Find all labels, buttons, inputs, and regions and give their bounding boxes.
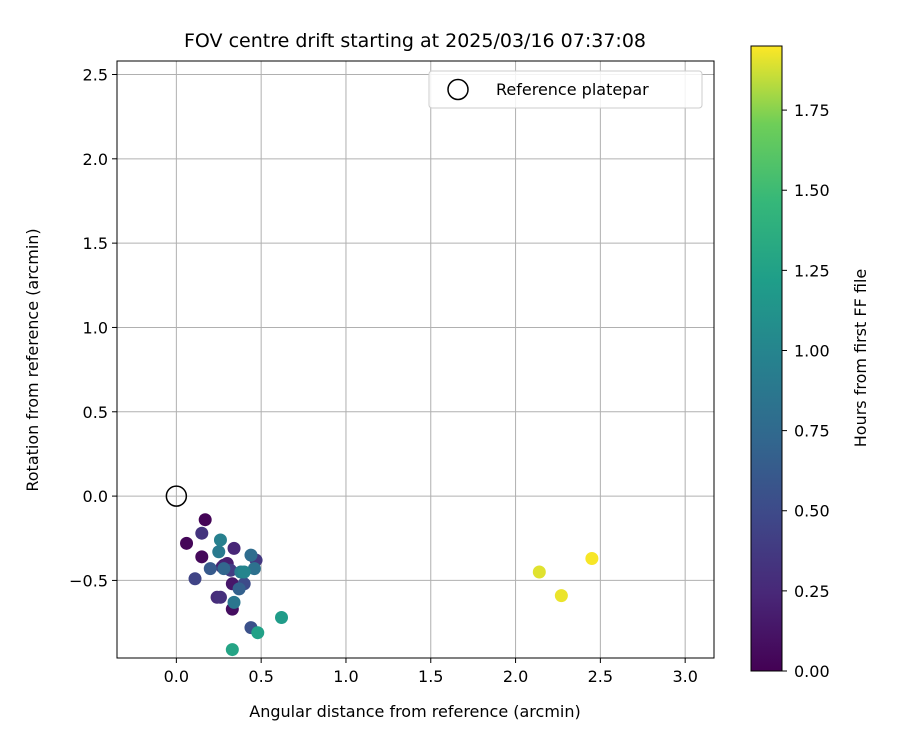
y-tick-label: 0.5 xyxy=(83,403,108,422)
reference-platepar-marker xyxy=(165,485,188,507)
data-point xyxy=(247,562,261,576)
data-point xyxy=(585,552,599,565)
data-point xyxy=(195,526,209,540)
colorbar-tick-label: 0.00 xyxy=(794,662,830,681)
x-tick-label: 0.0 xyxy=(164,667,189,686)
data-point xyxy=(180,536,194,550)
colorbar-tick-label: 1.75 xyxy=(794,101,830,120)
legend-label-reference-platepar: Reference platepar xyxy=(496,80,649,99)
x-tick-label: 2.5 xyxy=(588,667,613,686)
y-tick-label: 1.0 xyxy=(83,318,108,337)
data-point xyxy=(227,595,241,609)
y-axis-label: Rotation from reference (arcmin) xyxy=(23,228,42,491)
colorbar-tick-label: 1.50 xyxy=(794,181,830,200)
data-point xyxy=(188,572,202,586)
data-point xyxy=(532,565,546,579)
legend-box xyxy=(428,70,703,109)
colorbar-tick-label: 1.25 xyxy=(794,261,830,280)
data-point xyxy=(251,626,265,640)
y-tick-label: 2.5 xyxy=(83,65,108,84)
data-point xyxy=(237,565,251,579)
y-tick-label: 2.0 xyxy=(83,150,108,169)
colorbar-tick-label: 1.00 xyxy=(794,341,830,360)
data-point xyxy=(213,590,227,604)
colorbar-tick-label: 0.75 xyxy=(794,422,830,441)
colorbar: 0.00 0.25 0.50 0.75 1.00 1.25 1.50 1.75 Hours f… xyxy=(750,45,870,681)
data-point xyxy=(198,513,212,527)
x-tick-label: 3.0 xyxy=(672,667,697,686)
colorbar-gradient xyxy=(751,46,782,671)
y-tick-label: 1.5 xyxy=(83,234,108,253)
data-point xyxy=(217,562,231,576)
data-point xyxy=(213,533,227,547)
reference-marker-layer xyxy=(165,485,188,507)
data-point xyxy=(232,582,246,596)
colorbar-tick-label: 0.25 xyxy=(794,582,830,601)
colorbar-tick-label: 0.50 xyxy=(794,502,830,521)
x-axis-ticks: 0.0 0.5 1.0 1.5 2.0 2.5 3.0 xyxy=(164,658,698,686)
data-point xyxy=(225,643,239,657)
x-tick-label: 1.0 xyxy=(333,667,358,686)
data-point xyxy=(195,550,209,564)
data-point xyxy=(212,545,226,559)
y-tick-label: −0.5 xyxy=(69,571,108,590)
legend-marker-open-circle xyxy=(447,78,469,101)
data-point xyxy=(554,589,568,603)
chart-title: FOV centre drift starting at 2025/03/16 … xyxy=(184,30,646,52)
x-tick-label: 0.5 xyxy=(248,667,273,686)
x-tick-label: 1.5 xyxy=(418,667,443,686)
colorbar-label: Hours from first FF file xyxy=(851,269,870,448)
plot-frame xyxy=(116,60,715,659)
data-point xyxy=(275,611,289,625)
data-point xyxy=(227,541,241,555)
x-axis-label: Angular distance from reference (arcmin) xyxy=(249,702,580,721)
y-tick-label: 0.0 xyxy=(83,487,108,506)
legend: Reference platepar xyxy=(428,70,703,109)
data-point xyxy=(203,562,217,576)
colorbar-frame xyxy=(750,45,783,672)
x-tick-label: 2.0 xyxy=(503,667,528,686)
colorbar-ticks: 0.00 0.25 0.50 0.75 1.00 1.25 1.50 1.75 xyxy=(782,101,830,681)
data-point xyxy=(244,548,258,562)
data-points xyxy=(180,513,599,657)
y-axis-ticks: −0.5 0.0 0.5 1.0 1.5 2.0 2.5 xyxy=(69,65,117,590)
